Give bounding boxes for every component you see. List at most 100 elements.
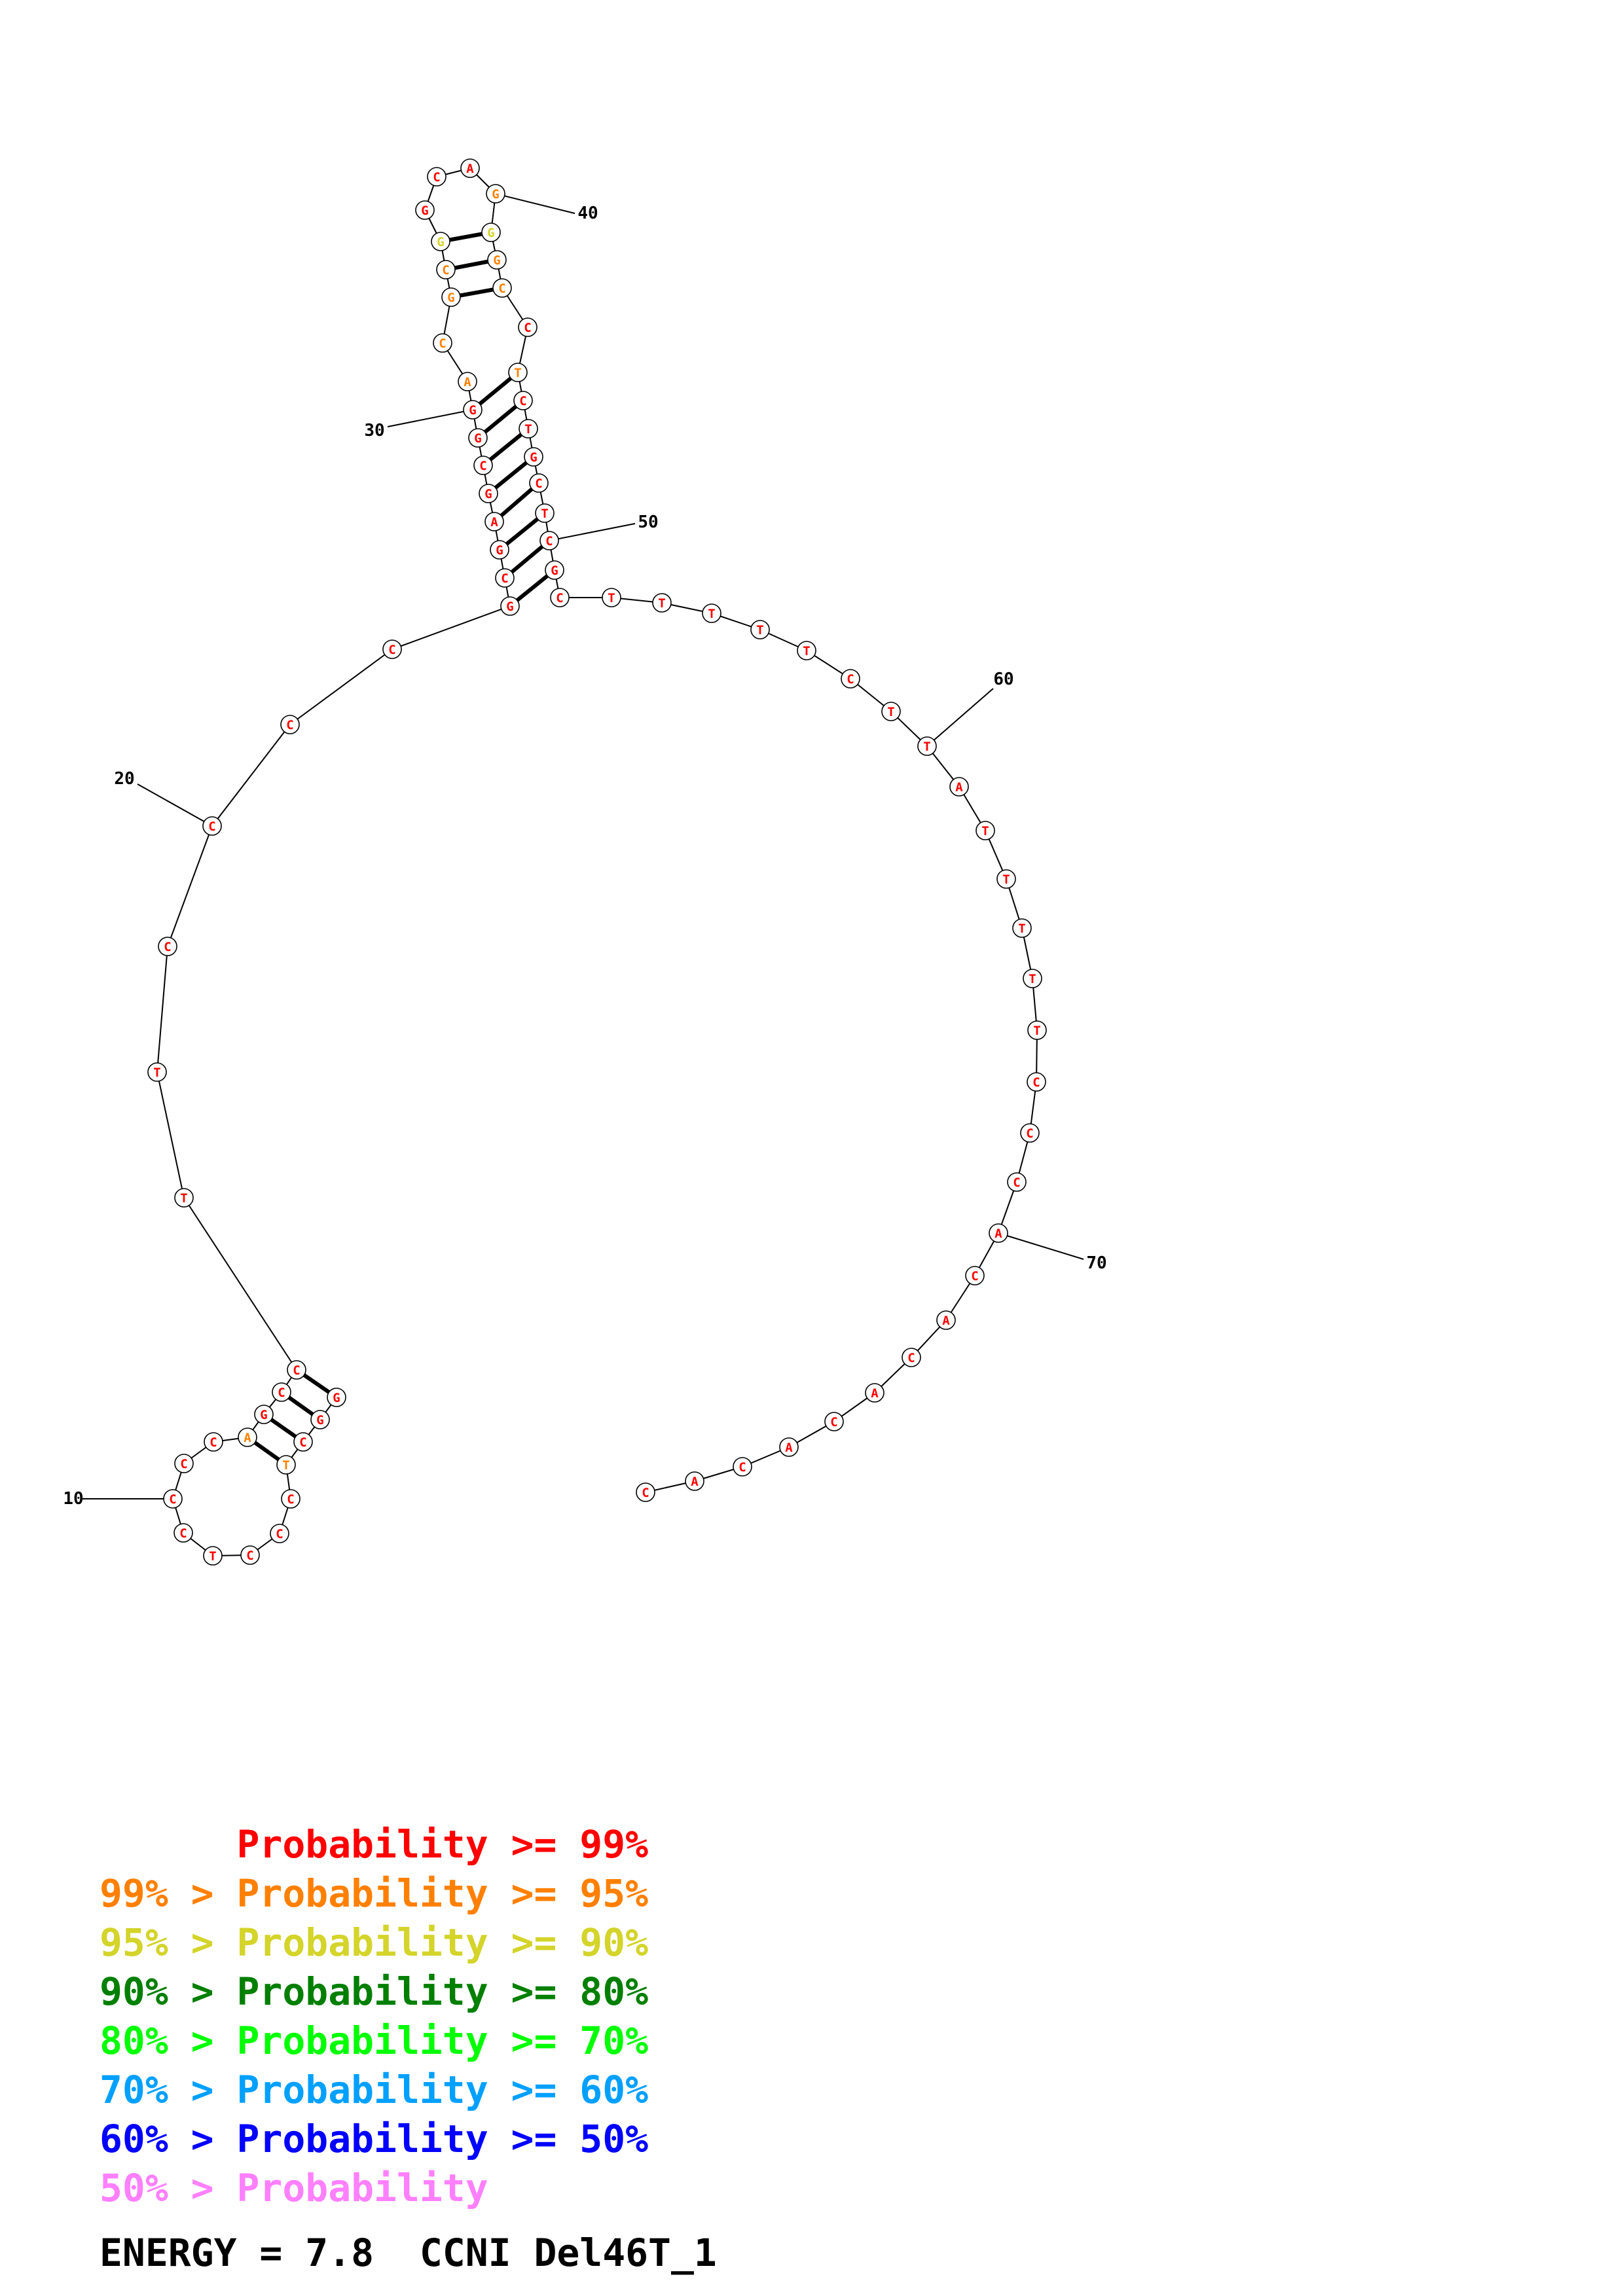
nucleotide-circle	[1027, 1072, 1046, 1092]
nucleotide-circle	[270, 1524, 289, 1543]
nucleotide-circle	[1023, 969, 1042, 988]
nucleotide-circle	[204, 1432, 223, 1452]
backbone-segment	[392, 605, 511, 650]
nucleotide-circle	[989, 1223, 1008, 1243]
nucleotide: G	[490, 540, 509, 560]
nucleotide-base: C	[535, 476, 542, 491]
nucleotide-base: C	[179, 1526, 187, 1541]
nucleotide-circle	[917, 736, 937, 756]
nucleotide: T	[174, 1188, 194, 1208]
nucleotide-circle	[936, 1310, 956, 1330]
nucleotide-circle	[174, 1454, 194, 1473]
base-pair-lines	[246, 230, 556, 1467]
nucleotide: T	[535, 503, 555, 523]
nucleotide-base: A	[490, 515, 498, 529]
nucleotide-circle	[779, 1437, 799, 1457]
nucleotide: T	[652, 593, 672, 613]
nucleotide-circle	[841, 669, 860, 689]
nucleotide-base: C	[501, 571, 508, 586]
base-pair-line	[493, 481, 540, 524]
nucleotide-base: T	[803, 644, 810, 658]
nucleotide: T	[976, 821, 995, 840]
nucleotide: C	[492, 278, 512, 298]
probability-legend: Probability >= 99% 99% > Probability >= …	[100, 1822, 648, 2210]
nucleotide: G	[431, 232, 450, 251]
legend-entry-6: 70% > Probability >= 60%	[100, 2068, 648, 2112]
nucleotide-circle	[1012, 918, 1032, 938]
nucleotide: T	[881, 702, 901, 721]
nucleotide-base: A	[466, 162, 474, 176]
nucleotide-base: C	[433, 170, 440, 185]
nucleotide-base: T	[756, 623, 763, 637]
nucleotide: C	[965, 1266, 985, 1285]
nucleotide: C	[382, 639, 402, 659]
position-label-tick	[998, 1232, 1084, 1260]
nucleotide-circle	[545, 560, 564, 580]
nucleotide: T	[1027, 1020, 1047, 1040]
nucleotide-circle	[733, 1457, 752, 1477]
nucleotide-base: G	[487, 226, 494, 240]
nucleotide: G	[254, 1405, 274, 1424]
nucleotide-base: C	[442, 263, 449, 278]
nucleotide: G	[479, 484, 498, 503]
nucleotide: C	[158, 937, 177, 956]
backbone-segment	[211, 724, 291, 827]
nucleotide-base: A	[785, 1441, 793, 1455]
nucleotide: G	[487, 250, 507, 270]
nucleotide-circle	[539, 531, 559, 550]
nucleotide-base: G	[437, 235, 444, 249]
nucleotide-base: G	[469, 403, 476, 418]
nucleotide-base: C	[1026, 1126, 1033, 1141]
nucleotide: C	[529, 473, 549, 493]
nucleotide: C	[293, 1432, 313, 1452]
nucleotide-circle	[431, 232, 450, 251]
nucleotide: C	[518, 317, 538, 337]
position-label-tick	[549, 523, 636, 541]
nucleotide-base: A	[464, 375, 471, 389]
nucleotide: C	[1020, 1123, 1040, 1143]
nucleotide: G	[463, 400, 483, 420]
nucleotide: C	[433, 333, 452, 353]
base-pair-line	[477, 399, 524, 440]
nucleotide-base: C	[388, 643, 395, 657]
legend-entry-1: Probability >= 99%	[100, 1822, 648, 1867]
nucleotide-base: C	[180, 1457, 187, 1471]
nucleotide-circle	[490, 540, 509, 560]
nucleotide: G	[415, 200, 435, 220]
nucleotide: C	[204, 1432, 223, 1452]
nucleotide-circle	[427, 167, 447, 187]
nucleotide: A	[865, 1383, 884, 1403]
nucleotide-circle	[415, 200, 435, 220]
nucleotide-circle	[976, 821, 995, 840]
nucleotide-base: C	[210, 1435, 217, 1450]
nucleotide-base: T	[1002, 872, 1010, 887]
nucleotide: A	[949, 777, 969, 797]
nucleotide: T	[1012, 918, 1032, 938]
nucleotide: T	[917, 736, 937, 756]
nucleotide-circle	[652, 593, 672, 613]
nucleotide-circle	[1027, 1020, 1047, 1040]
nucleotide-base: T	[524, 422, 532, 437]
nucleotide-base: T	[180, 1191, 187, 1206]
nucleotide-circle	[173, 1523, 193, 1543]
nucleotide-base: T	[153, 1066, 160, 1080]
nucleotide-base: G	[551, 564, 558, 578]
position-label-tick	[387, 409, 473, 427]
nucleotide-circle	[484, 512, 504, 531]
nucleotide: C	[173, 1523, 193, 1543]
nucleotide-base: C	[519, 394, 526, 408]
nucleotide: C	[550, 588, 570, 607]
nucleotide-circle	[254, 1405, 274, 1424]
nucleotide-circle	[158, 937, 177, 956]
nucleotide-circle	[550, 588, 570, 607]
nucleotide-base: T	[1018, 922, 1025, 936]
nucleotide-base: G	[333, 1391, 340, 1405]
nucleotide-base: T	[541, 507, 548, 521]
nucleotide: T	[1023, 969, 1042, 988]
nucleotide: A	[989, 1223, 1008, 1243]
nucleotide-circle	[881, 702, 901, 721]
position-label-tick	[926, 688, 994, 747]
nucleotide: A	[484, 512, 504, 531]
energy-label: ENERGY = 7.8 CCNI Del46T_1	[100, 2231, 717, 2275]
